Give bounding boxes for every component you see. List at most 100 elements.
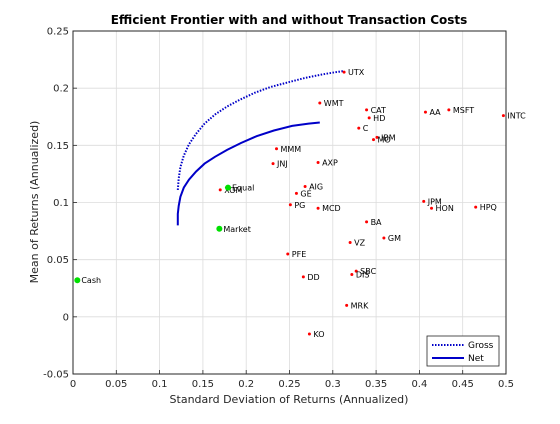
- asset-label: MRK: [351, 301, 369, 310]
- x-tick-label: 0.05: [105, 379, 127, 390]
- legend-box: [426, 335, 500, 367]
- asset-point: [423, 110, 427, 114]
- asset-point: [288, 203, 292, 207]
- y-tick-label: -0.05: [43, 370, 69, 381]
- y-tick-label: 0: [63, 312, 69, 323]
- x-tick-label: 0.4: [411, 379, 427, 390]
- benchmark-point: [216, 225, 223, 232]
- x-tick-label: 0.1: [152, 379, 168, 390]
- y-tick-label: 0.15: [47, 141, 69, 152]
- asset-label: BA: [371, 218, 382, 227]
- gross-frontier-line: [176, 70, 345, 190]
- asset-point: [307, 332, 311, 336]
- legend-gross-label: Gross: [468, 341, 494, 351]
- asset-label: MO: [378, 136, 391, 145]
- asset-label: WMT: [324, 99, 344, 108]
- asset-point: [316, 206, 320, 210]
- asset-label: SBC: [360, 267, 376, 276]
- asset-point: [375, 135, 379, 139]
- y-tick-label: 0.05: [47, 255, 69, 266]
- y-tick-label: 0.1: [53, 198, 69, 209]
- asset-point: [354, 269, 358, 273]
- asset-label: DIS: [356, 271, 370, 280]
- asset-label: C: [363, 124, 369, 133]
- grid-lines: [73, 31, 506, 374]
- asset-point: [301, 275, 305, 279]
- asset-point: [430, 206, 434, 210]
- asset-label: PFE: [292, 250, 306, 259]
- asset-label: AA: [429, 108, 441, 117]
- x-tick-label: 0.25: [278, 379, 300, 390]
- x-tick-label: 0.35: [365, 379, 387, 390]
- x-tick-label: 0: [70, 379, 76, 390]
- asset-label: INTC: [507, 112, 526, 121]
- asset-label: JPM: [427, 197, 442, 206]
- benchmark-label: Equal: [232, 184, 254, 193]
- chart-title: Efficient Frontier with and without Tran…: [111, 13, 468, 27]
- asset-label: MMM: [281, 145, 302, 154]
- asset-label: MSFT: [453, 106, 474, 115]
- asset-point: [342, 70, 346, 74]
- asset-point: [365, 108, 369, 112]
- y-axis-label: Mean of Returns (Annualized): [28, 121, 41, 284]
- legend-net-label: Net: [468, 354, 484, 364]
- asset-label: KO: [313, 330, 324, 339]
- asset-point: [367, 116, 371, 120]
- asset-label: VZ: [354, 239, 365, 248]
- asset-point: [316, 160, 320, 164]
- benchmark-label: Market: [223, 225, 251, 234]
- asset-point: [271, 162, 275, 166]
- legend: Gross Net: [426, 335, 500, 367]
- asset-point: [303, 184, 307, 188]
- asset-point: [447, 108, 451, 112]
- asset-point: [365, 220, 369, 224]
- asset-point: [348, 241, 352, 245]
- asset-label: GE: [300, 189, 311, 198]
- y-tick-label: 0.25: [47, 27, 69, 38]
- y-tick-label: 0.2: [53, 84, 69, 95]
- asset-point: [345, 303, 349, 307]
- asset-point: [372, 138, 376, 142]
- x-tick-label: 0.2: [238, 379, 254, 390]
- asset-label: MCD: [322, 204, 341, 213]
- benchmark-point: [74, 277, 81, 284]
- asset-label: HPQ: [480, 203, 497, 212]
- asset-point: [318, 101, 322, 105]
- asset-label: XOM: [224, 186, 242, 195]
- asset-label: CAT: [371, 106, 386, 115]
- benchmark-point: [225, 184, 232, 191]
- asset-label: IBM: [381, 133, 396, 142]
- asset-label: JNJ: [276, 160, 288, 169]
- asset-point: [350, 273, 354, 277]
- asset-point: [286, 252, 290, 256]
- asset-label: UTX: [348, 68, 365, 77]
- x-tick-label: 0.15: [192, 379, 214, 390]
- asset-label: HON: [436, 204, 454, 213]
- asset-point: [422, 199, 426, 203]
- net-frontier-line: [176, 121, 320, 226]
- x-tick-label: 0.45: [452, 379, 474, 390]
- asset-label: AXP: [322, 158, 338, 167]
- asset-point: [382, 236, 386, 240]
- asset-label: PG: [294, 201, 305, 210]
- asset-point: [294, 191, 298, 195]
- asset-label: HD: [373, 114, 385, 123]
- x-tick-label: 0.3: [325, 379, 341, 390]
- plot-border: [72, 30, 507, 375]
- asset-point: [474, 205, 478, 209]
- asset-label: AIG: [309, 182, 323, 191]
- benchmark-label: Cash: [81, 276, 101, 285]
- x-tick-label: 0.5: [498, 379, 514, 390]
- asset-label: GM: [388, 234, 401, 243]
- asset-point: [501, 114, 505, 118]
- asset-point: [357, 126, 361, 130]
- series-layer: [176, 70, 345, 226]
- asset-label: DD: [307, 273, 319, 282]
- ticks: 0 0.05 0.1 0.15 0.2 0.25 0.3 0.35 0.4 0.45 0.5 -0.0…: [43, 27, 514, 391]
- asset-point: [275, 147, 279, 151]
- x-axis-label: Standard Deviation of Returns (Annualize…: [170, 393, 409, 406]
- asset-point: [218, 188, 222, 192]
